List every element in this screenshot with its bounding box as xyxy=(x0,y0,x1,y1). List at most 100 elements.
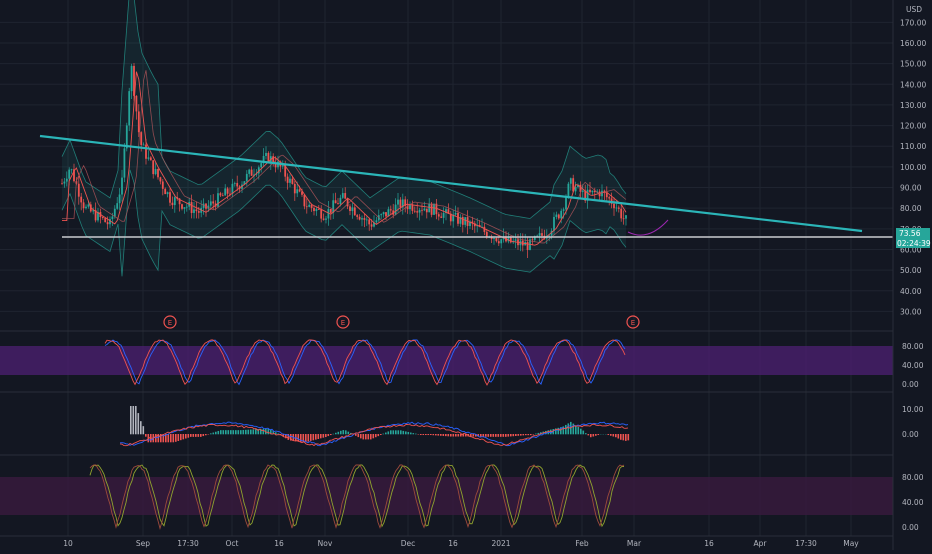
candle-body xyxy=(148,157,150,158)
macd-bar xyxy=(363,434,365,439)
macd-bar xyxy=(345,430,347,434)
candle-body xyxy=(500,239,502,243)
macd-bar xyxy=(130,406,132,434)
macd-bar xyxy=(135,406,137,434)
macd-bar xyxy=(410,433,412,435)
candle-body xyxy=(613,204,615,208)
osc-band xyxy=(0,477,893,515)
macd-bar xyxy=(245,430,247,434)
earnings-marker-label: E xyxy=(168,319,172,327)
candle-body xyxy=(623,218,625,219)
macd-bar xyxy=(533,434,535,435)
candle-body xyxy=(157,169,159,177)
candle-body xyxy=(246,174,248,181)
candle-body xyxy=(104,218,106,222)
macd-bar xyxy=(448,434,450,436)
macd-bar xyxy=(343,430,345,434)
macd-bar xyxy=(473,434,475,437)
macd-bar xyxy=(580,429,582,435)
macd-bar xyxy=(193,434,195,437)
macd-bar xyxy=(415,434,417,435)
candle-body xyxy=(330,209,332,213)
macd-bar xyxy=(528,434,530,435)
candle-body xyxy=(181,204,183,209)
candle-body xyxy=(268,153,270,162)
candle-body xyxy=(383,212,385,214)
candle-body xyxy=(433,204,435,215)
price-tick: 80.00 xyxy=(900,204,922,213)
candle-body xyxy=(210,201,212,205)
candle-body xyxy=(570,178,572,184)
candle-body xyxy=(220,193,222,195)
macd-bar xyxy=(368,434,370,439)
candle-body xyxy=(457,213,459,224)
candle-body xyxy=(349,206,351,211)
candle-body xyxy=(368,219,370,224)
time-tick: 17:30 xyxy=(795,539,817,548)
macd-bar xyxy=(520,434,522,436)
candle-body xyxy=(136,96,138,112)
macd-bar xyxy=(583,431,585,435)
candle-body xyxy=(443,213,445,218)
time-tick: May xyxy=(843,539,859,548)
macd-bar xyxy=(453,434,455,437)
macd-bar xyxy=(493,434,495,437)
macd-bar xyxy=(370,434,372,439)
macd-bar xyxy=(360,434,362,438)
time-tick: Apr xyxy=(754,539,768,548)
macd-bar xyxy=(488,434,490,437)
candle-body xyxy=(589,190,591,192)
candle-body xyxy=(102,217,104,218)
candle-body xyxy=(558,215,560,219)
candle-body xyxy=(172,203,174,205)
macd-bar xyxy=(405,431,407,434)
macd-bar xyxy=(585,433,587,434)
macd-bar xyxy=(380,434,382,435)
candle-body xyxy=(121,178,123,195)
candle-body xyxy=(83,202,85,208)
candle-body xyxy=(85,207,87,208)
candle-body xyxy=(342,193,344,198)
macd-bar xyxy=(500,434,502,437)
macd-bar xyxy=(523,434,525,435)
osc-tick: 40.00 xyxy=(902,498,924,507)
macd-line xyxy=(120,422,628,446)
macd-bar xyxy=(495,434,497,437)
candle-body xyxy=(80,197,82,203)
macd-bar xyxy=(315,434,317,440)
macd-bar xyxy=(485,434,487,437)
macd-bar xyxy=(450,434,452,437)
price-axis[interactable]: 170.00160.00150.00140.00130.00120.00110.… xyxy=(900,18,926,532)
macd-bar xyxy=(565,425,567,434)
macd-bar xyxy=(333,434,335,435)
macd-bar xyxy=(505,434,507,437)
macd-bar xyxy=(480,434,482,437)
candle-body xyxy=(222,195,224,196)
macd-bar xyxy=(155,434,157,442)
macd-bar xyxy=(318,434,320,439)
macd-tick: 0.00 xyxy=(902,430,919,439)
macd-bar xyxy=(508,434,510,437)
macd-bar xyxy=(200,434,202,437)
macd-bar xyxy=(340,431,342,434)
macd-bar xyxy=(398,430,400,434)
candle-body xyxy=(193,209,195,213)
macd-bar xyxy=(138,413,140,434)
candle-body xyxy=(354,207,356,215)
candle-body xyxy=(196,209,198,211)
macd-bar xyxy=(593,434,595,437)
candle-body xyxy=(114,209,116,217)
candle-body xyxy=(462,217,464,225)
candle-body xyxy=(316,209,318,211)
macd-bar xyxy=(220,430,222,434)
candle-body xyxy=(565,198,567,210)
macd-bar xyxy=(425,434,427,435)
macd-bar xyxy=(383,434,385,435)
candle-body xyxy=(582,191,584,192)
candle-body xyxy=(616,208,618,209)
countdown: 02:24:39 xyxy=(897,239,931,248)
macd-bar xyxy=(588,434,590,435)
